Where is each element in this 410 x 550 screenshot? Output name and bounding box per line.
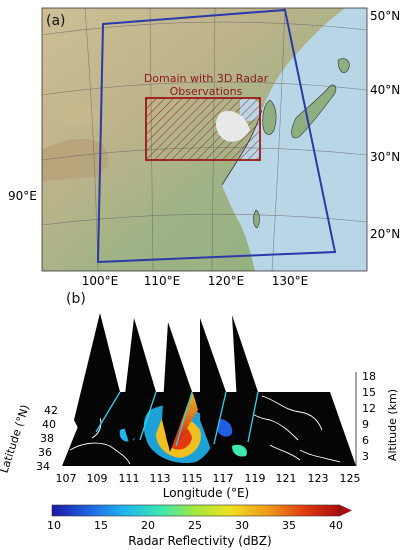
colorbar-title: Radar Reflectivity (dBZ) bbox=[128, 534, 271, 548]
altitude-axis-title: Altitude (km) bbox=[386, 389, 399, 461]
alt-tick-18: 18 bbox=[362, 370, 376, 383]
alt-tick-15: 15 bbox=[362, 386, 376, 399]
lat-tick-36: 36 bbox=[38, 446, 52, 459]
colorbar-gradient bbox=[52, 505, 340, 516]
lat-tick-34: 34 bbox=[36, 460, 50, 473]
lon-label-130e: 130°E bbox=[272, 274, 309, 288]
cb-tick-25: 25 bbox=[188, 519, 202, 532]
cb-tick-20: 20 bbox=[141, 519, 155, 532]
map-taiwan bbox=[253, 209, 260, 229]
lon-tick-123: 123 bbox=[308, 472, 329, 485]
alt-tick-6: 6 bbox=[362, 434, 369, 447]
cb-tick-30: 30 bbox=[235, 519, 249, 532]
lat-label-50n: 50°N bbox=[370, 9, 400, 23]
map-korea bbox=[262, 99, 277, 135]
map-tibet-plateau bbox=[42, 138, 109, 182]
lon-tick-109: 109 bbox=[87, 472, 108, 485]
lat-label-40n: 40°N bbox=[370, 83, 400, 97]
lat-tick-40: 40 bbox=[42, 418, 56, 431]
curtain-echoes bbox=[95, 391, 259, 447]
radar-3d-panel: (b) bbox=[0, 291, 399, 500]
longitude-axis-title: Longitude (°E) bbox=[163, 486, 249, 500]
lon-tick-107: 107 bbox=[56, 472, 77, 485]
radar-domain-title-line1: Domain with 3D Radar bbox=[144, 72, 269, 85]
colorbar: 10 15 20 25 30 35 40 Radar Reflectivity … bbox=[47, 504, 352, 548]
cb-tick-10: 10 bbox=[47, 519, 61, 532]
panel-a-label: (a) bbox=[46, 13, 66, 29]
lon-tick-119: 119 bbox=[245, 472, 266, 485]
lon-label-120e: 120°E bbox=[208, 274, 245, 288]
cb-tick-40: 40 bbox=[329, 519, 343, 532]
lon-tick-111: 111 bbox=[119, 472, 140, 485]
alt-tick-9: 9 bbox=[362, 418, 369, 431]
map-panel: (a) Domain with 3D Radar Observations 50… bbox=[8, 7, 400, 288]
lon-tick-117: 117 bbox=[213, 472, 234, 485]
lon-tick-125: 125 bbox=[340, 472, 361, 485]
map-frame bbox=[41, 7, 368, 272]
map-ocean bbox=[222, 8, 367, 271]
map-japan bbox=[291, 84, 337, 139]
radar-domain-title-line2: Observations bbox=[170, 85, 243, 98]
lon-tick-115: 115 bbox=[182, 472, 203, 485]
lon-tick-113: 113 bbox=[150, 472, 171, 485]
colorbar-extend-arrow bbox=[340, 505, 352, 516]
map-white-region bbox=[216, 110, 250, 142]
alt-tick-3: 3 bbox=[362, 450, 369, 463]
lat-tick-42: 42 bbox=[44, 404, 58, 417]
cb-tick-35: 35 bbox=[282, 519, 296, 532]
lon-label-90e: 90°E bbox=[8, 189, 37, 203]
cb-tick-15: 15 bbox=[94, 519, 108, 532]
map-highlands bbox=[60, 102, 100, 126]
latitude-axis-title: Latitude (°N) bbox=[0, 403, 32, 475]
lat-label-20n: 20°N bbox=[370, 227, 400, 241]
panel-b-label: (b) bbox=[66, 291, 86, 307]
alt-tick-12: 12 bbox=[362, 402, 376, 415]
map-hokkaido bbox=[337, 58, 350, 73]
outer-domain-boundary bbox=[96, 8, 337, 264]
lat-tick-38: 38 bbox=[40, 432, 54, 445]
lon-label-110e: 110°E bbox=[144, 274, 181, 288]
lon-label-100e: 100°E bbox=[82, 274, 119, 288]
lat-label-30n: 30°N bbox=[370, 150, 400, 164]
lon-tick-121: 121 bbox=[276, 472, 297, 485]
